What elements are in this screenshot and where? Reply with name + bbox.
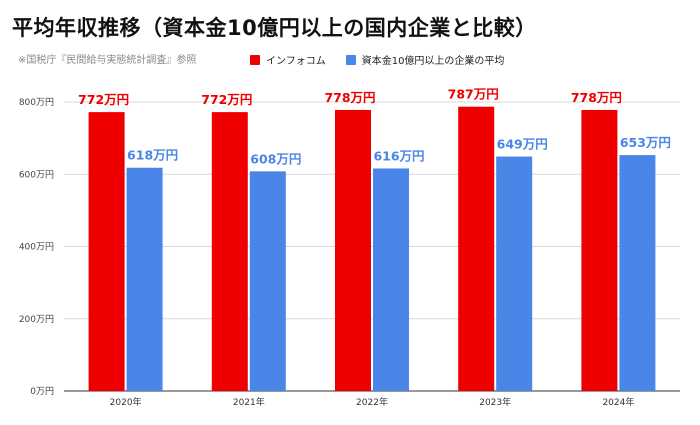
x-tick-label: 2024年 [602, 396, 634, 408]
bar-average [373, 168, 409, 391]
legend-item-average: 資本金10億円以上の企業の平均 [345, 52, 505, 67]
bar-average [619, 155, 656, 391]
legend-label-infocom: インフォコム [266, 56, 326, 67]
x-tick-label: 2020年 [110, 396, 142, 408]
x-tick-label: 2021年 [233, 396, 265, 408]
legend: インフォコム 資本金10億円以上の企業の平均 [250, 52, 504, 67]
data-label-infocom: 778万円 [324, 90, 375, 105]
data-label-average: 653万円 [620, 135, 671, 150]
data-label-average: 608万円 [250, 151, 301, 166]
legend-swatch-infocom [250, 54, 260, 65]
x-tick-label: 2023年 [479, 396, 511, 408]
legend-label-average: 資本金10億円以上の企業の平均 [361, 56, 505, 67]
bar-infocom [581, 109, 618, 391]
y-tick-label: 200万円 [19, 314, 54, 325]
x-tick-label: 2022年 [356, 396, 388, 408]
y-tick-label: 0万円 [30, 386, 54, 397]
bar-average [496, 156, 533, 391]
bar-infocom [211, 112, 248, 392]
source-note: ※国税庁『民間給与実態統計調査』参照 [18, 55, 197, 66]
legend-swatch-average [345, 54, 356, 65]
bar-infocom [335, 109, 371, 391]
legend-item-infocom: インフォコム [250, 52, 326, 67]
data-label-infocom: 787万円 [448, 87, 499, 102]
chart-title: 平均年収推移（資本金10億円以上の国内企業と比較） [12, 16, 537, 40]
y-tick-label: 600万円 [19, 169, 54, 180]
y-tick-label: 800万円 [19, 97, 54, 108]
bar-average [126, 167, 163, 391]
bar-average [249, 171, 286, 391]
data-label-infocom: 778万円 [571, 90, 622, 105]
y-tick-label: 400万円 [19, 242, 54, 253]
data-label-average: 616万円 [373, 148, 424, 163]
bar-infocom [88, 112, 125, 392]
data-label-average: 649万円 [497, 137, 548, 152]
data-label-infocom: 772万円 [201, 92, 252, 107]
data-label-average: 618万円 [127, 148, 178, 163]
bar-infocom [458, 106, 495, 391]
data-label-infocom: 772万円 [78, 92, 129, 107]
